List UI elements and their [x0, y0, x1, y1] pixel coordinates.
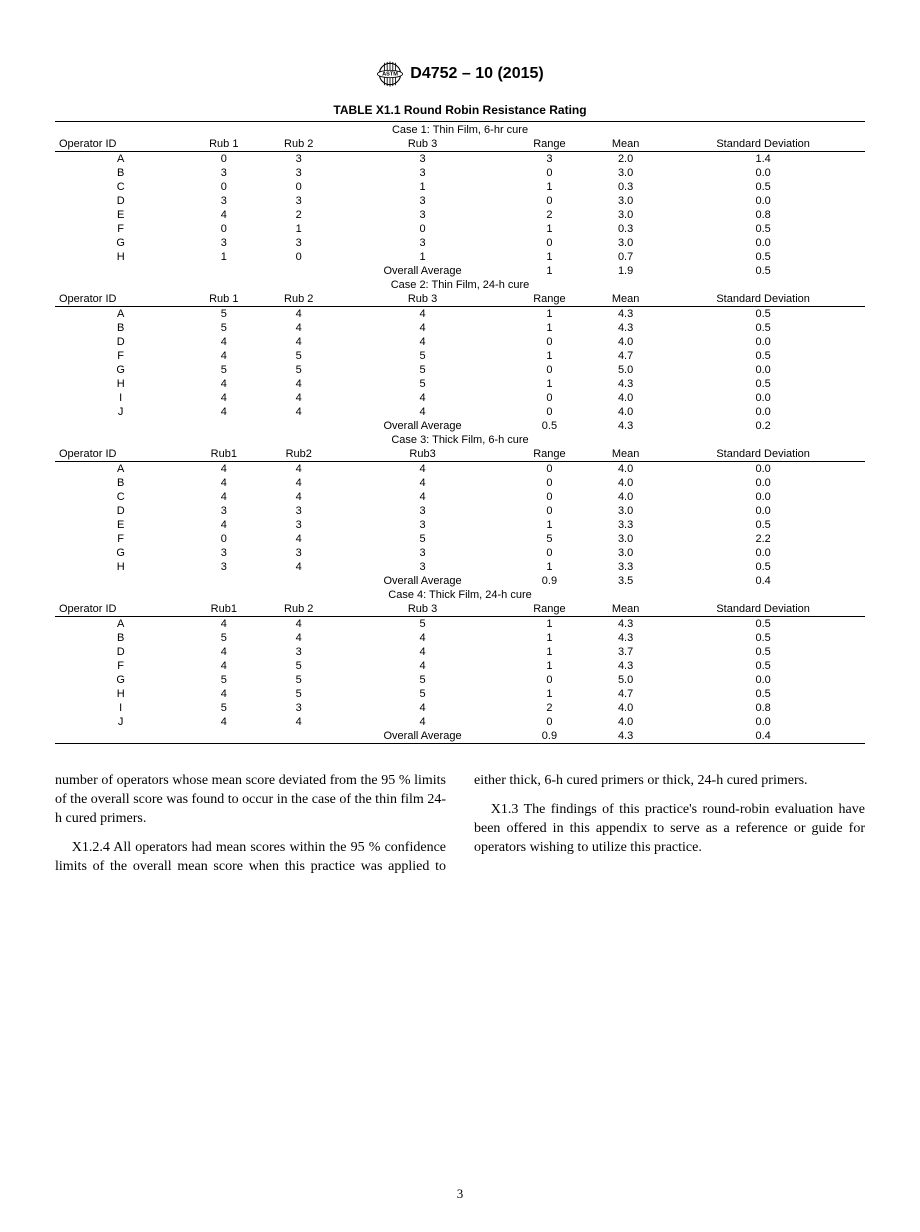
overall-average-label: Overall Average [336, 574, 509, 588]
table-row: G55505.00.0 [55, 673, 865, 687]
table-row: G33303.00.0 [55, 236, 865, 250]
designation: D4752 – 10 (2015) [410, 65, 543, 83]
column-header: Mean [590, 137, 661, 152]
overall-average-label: Overall Average [336, 264, 509, 278]
table-row: H10110.70.5 [55, 250, 865, 264]
column-header: Rub 1 [186, 137, 261, 152]
column-header: Rub 2 [261, 602, 336, 617]
table-row: A44514.30.5 [55, 617, 865, 632]
column-header: Standard Deviation [661, 137, 865, 152]
column-header: Range [509, 137, 590, 152]
page-number: 3 [0, 1186, 920, 1202]
table-row: F04553.02.2 [55, 532, 865, 546]
paragraph-1: number of operators whose mean score dev… [55, 772, 446, 829]
table-row: D43413.70.5 [55, 645, 865, 659]
svg-text:ASTM: ASTM [382, 72, 398, 78]
table-row: B54414.30.5 [55, 631, 865, 645]
table-row: D44404.00.0 [55, 335, 865, 349]
body-text: number of operators whose mean score dev… [55, 772, 865, 876]
table-row: I44404.00.0 [55, 391, 865, 405]
table-row: J44404.00.0 [55, 715, 865, 729]
case-label: Case 3: Thick Film, 6-h cure [55, 433, 865, 447]
column-header: Rub3 [336, 447, 509, 462]
column-header: Operator ID [55, 292, 186, 307]
table-row: A03332.01.4 [55, 152, 865, 167]
column-header: Rub 2 [261, 292, 336, 307]
column-header: Rub 3 [336, 292, 509, 307]
table-row: B44404.00.0 [55, 476, 865, 490]
document-header: ASTM D4752 – 10 (2015) [55, 60, 865, 91]
table-row: B33303.00.0 [55, 166, 865, 180]
column-header: Mean [590, 292, 661, 307]
column-header: Operator ID [55, 137, 186, 152]
table-row: J44404.00.0 [55, 405, 865, 419]
table-row: C44404.00.0 [55, 490, 865, 504]
column-header: Rub1 [186, 447, 261, 462]
column-header: Rub 3 [336, 602, 509, 617]
table-row: F01010.30.5 [55, 222, 865, 236]
table-title: TABLE X1.1 Round Robin Resistance Rating [55, 103, 865, 117]
table-row: D33303.00.0 [55, 194, 865, 208]
column-header: Rub 1 [186, 292, 261, 307]
table-row: E42323.00.8 [55, 208, 865, 222]
column-header: Operator ID [55, 447, 186, 462]
table-row: G33303.00.0 [55, 546, 865, 560]
column-header: Rub2 [261, 447, 336, 462]
table-row: B54414.30.5 [55, 321, 865, 335]
case-label: Case 1: Thin Film, 6-hr cure [55, 122, 865, 138]
table-row: F45414.30.5 [55, 659, 865, 673]
table-row: H45514.70.5 [55, 687, 865, 701]
table-row: A54414.30.5 [55, 307, 865, 322]
column-header: Rub 2 [261, 137, 336, 152]
column-header: Mean [590, 447, 661, 462]
round-robin-table: Case 1: Thin Film, 6-hr cureOperator IDR… [55, 121, 865, 744]
table-row: E43313.30.5 [55, 518, 865, 532]
case-label: Case 4: Thick Film, 24-h cure [55, 588, 865, 602]
astm-logo-icon: ASTM [376, 60, 404, 88]
table-row: C00110.30.5 [55, 180, 865, 194]
table-row: G55505.00.0 [55, 363, 865, 377]
table-row: D33303.00.0 [55, 504, 865, 518]
column-header: Standard Deviation [661, 292, 865, 307]
column-header: Rub1 [186, 602, 261, 617]
column-header: Standard Deviation [661, 602, 865, 617]
column-header: Rub 3 [336, 137, 509, 152]
case-label: Case 2: Thin Film, 24-h cure [55, 278, 865, 292]
overall-average-label: Overall Average [336, 419, 509, 433]
table-row: F45514.70.5 [55, 349, 865, 363]
column-header: Range [509, 292, 590, 307]
paragraph-3: X1.3 The findings of this practice's rou… [474, 801, 865, 858]
column-header: Standard Deviation [661, 447, 865, 462]
column-header: Range [509, 447, 590, 462]
table-row: A44404.00.0 [55, 462, 865, 477]
column-header: Mean [590, 602, 661, 617]
column-header: Range [509, 602, 590, 617]
table-row: I53424.00.8 [55, 701, 865, 715]
overall-average-label: Overall Average [336, 729, 509, 744]
table-row: H44514.30.5 [55, 377, 865, 391]
column-header: Operator ID [55, 602, 186, 617]
table-row: H34313.30.5 [55, 560, 865, 574]
